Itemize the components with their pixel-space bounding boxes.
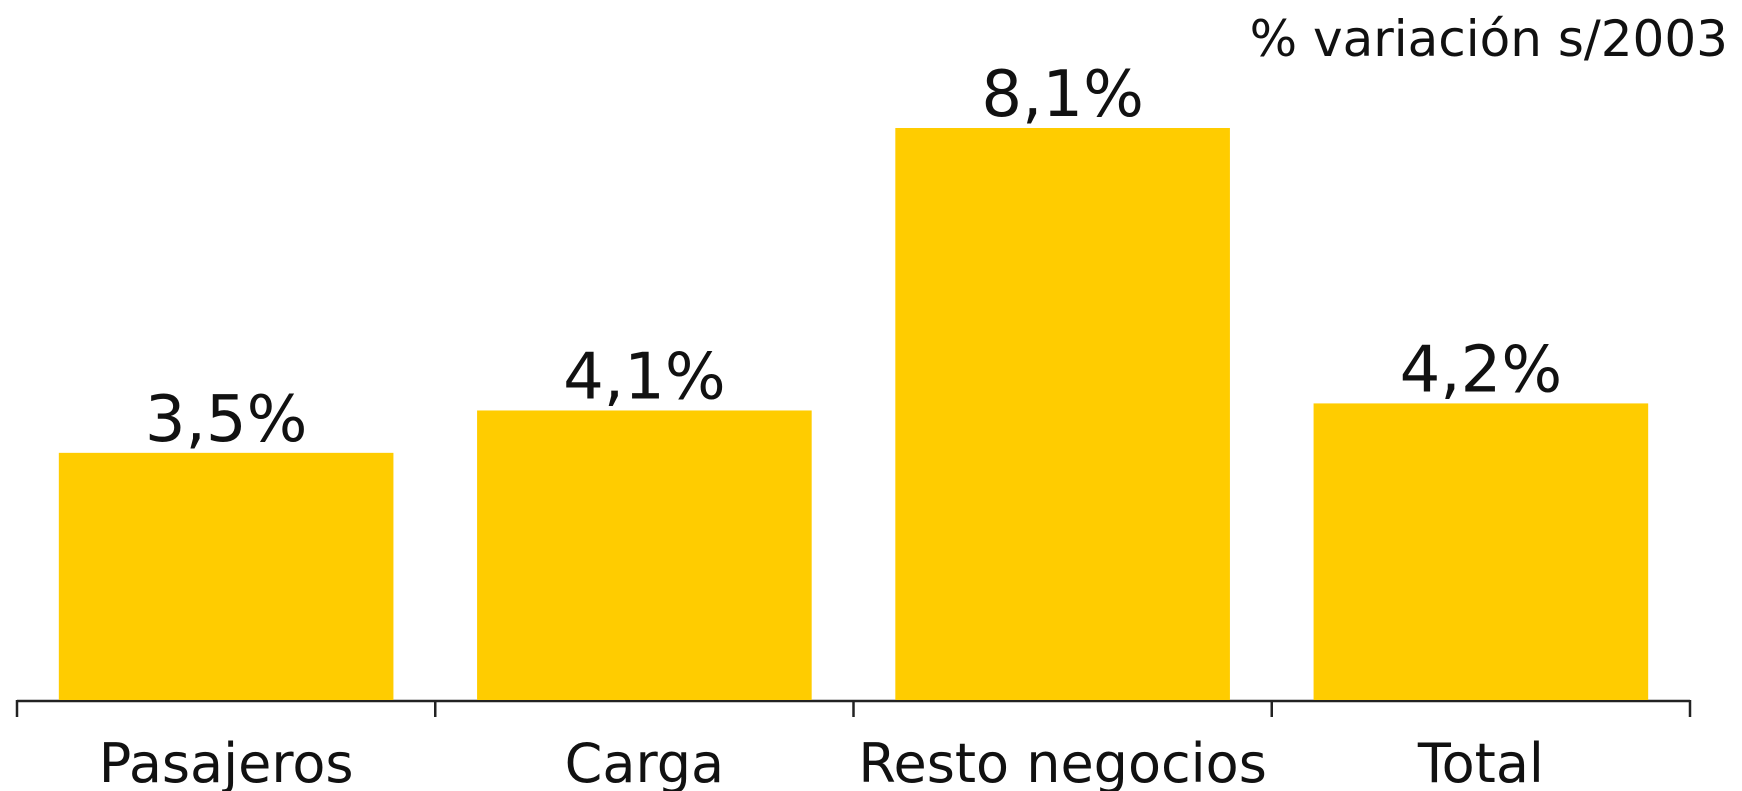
bar [58,452,394,700]
value-label: 4,1% [563,340,726,414]
x-tick-label: Carga [565,732,724,791]
bar [895,128,1230,700]
bar [477,410,812,700]
value-label: 4,2% [1400,333,1563,407]
value-label: 3,5% [145,383,308,457]
x-tick-label: Resto negocios [858,732,1266,791]
bar [1313,403,1649,700]
chart-subtitle: % variación s/2003 [1250,10,1728,68]
value-label: 8,1% [981,58,1144,132]
x-tick-label: Total [1417,732,1544,791]
x-tick-label: Pasajeros [99,732,354,791]
